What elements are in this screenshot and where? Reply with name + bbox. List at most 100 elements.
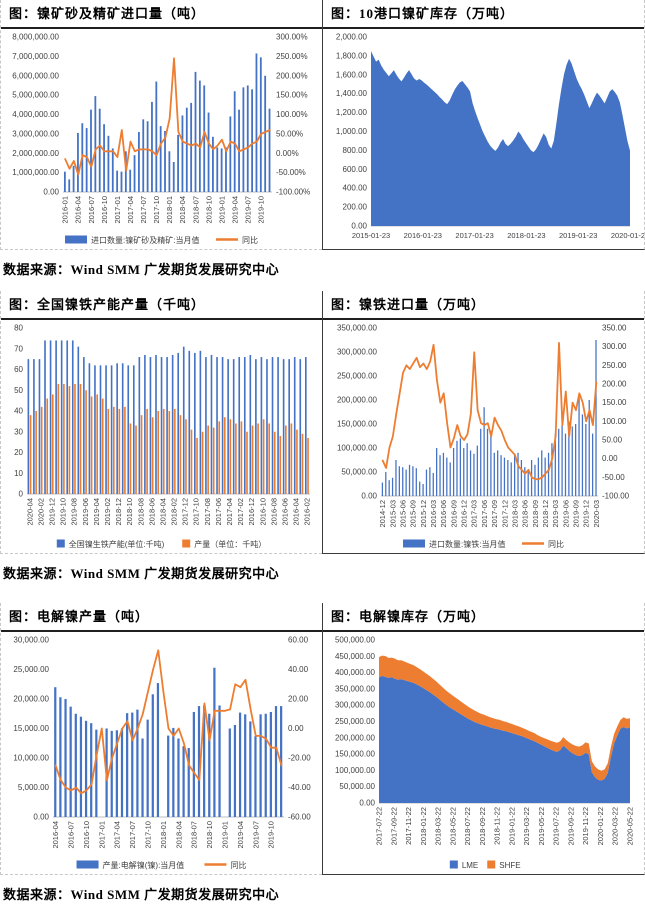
chart-canvas: 0.00 5,000.00 10,000.00 15,000.00 20,000.00 2… xyxy=(1,632,322,873)
svg-text:2015-12: 2015-12 xyxy=(419,500,428,528)
chart-row-2: 图：全国镍铁产能产量（千吨） 0 10 20 30 40 50 60 70 80 2020-04 2… xyxy=(0,291,645,554)
svg-text:2018-10: 2018-10 xyxy=(125,498,134,526)
svg-text:SHFE: SHFE xyxy=(499,861,520,870)
svg-text:2017-09-22: 2017-09-22 xyxy=(389,807,398,845)
svg-text:20.00: 20.00 xyxy=(288,695,309,704)
data-source-line: 数据来源：Wind SMM 广发期货发展研究中心 xyxy=(3,566,280,581)
svg-text:2017-10: 2017-10 xyxy=(192,498,201,526)
svg-text:2014-12: 2014-12 xyxy=(378,500,387,528)
svg-text:2018-06: 2018-06 xyxy=(521,500,530,528)
svg-text:2018-07-22: 2018-07-22 xyxy=(463,807,472,845)
svg-text:250.00: 250.00 xyxy=(602,361,627,370)
svg-text:2019-02: 2019-02 xyxy=(103,498,112,526)
svg-text:2018-09: 2018-09 xyxy=(531,500,540,528)
svg-text:5,000.00: 5,000.00 xyxy=(18,783,50,792)
svg-text:200,000.00: 200,000.00 xyxy=(335,733,376,742)
svg-text:1,200.00: 1,200.00 xyxy=(336,108,368,117)
svg-text:250,000.00: 250,000.00 xyxy=(337,372,378,381)
svg-text:2017-02: 2017-02 xyxy=(236,498,245,526)
svg-text:10,000.00: 10,000.00 xyxy=(13,754,49,763)
svg-text:2017-07-22: 2017-07-22 xyxy=(375,807,384,845)
panel-nickel-ore-imports: 图：镍矿砂及精矿进口量（吨） 0.00 1,000,000.00 2,000,000… xyxy=(0,0,322,250)
svg-text:2019-11-22: 2019-11-22 xyxy=(581,807,590,845)
svg-text:2017-12: 2017-12 xyxy=(181,498,190,526)
svg-text:2020-04: 2020-04 xyxy=(25,498,34,526)
svg-text:2018-04: 2018-04 xyxy=(174,821,183,849)
svg-text:200.00: 200.00 xyxy=(343,203,368,212)
svg-text:20: 20 xyxy=(14,448,23,457)
svg-text:80: 80 xyxy=(14,324,23,333)
svg-text:2017-06: 2017-06 xyxy=(480,500,489,528)
svg-text:2015-09: 2015-09 xyxy=(409,500,418,528)
svg-text:2018-09-22: 2018-09-22 xyxy=(478,807,487,845)
svg-text:2019-01: 2019-01 xyxy=(217,196,226,224)
svg-text:0.00: 0.00 xyxy=(43,188,59,197)
svg-text:2018-10: 2018-10 xyxy=(204,196,213,224)
svg-text:2020-02: 2020-02 xyxy=(36,498,45,526)
panel-refined-nickel-inventory: 图：电解镍库存（万吨） 0.00 50,000.00 100,000.00 150,0… xyxy=(322,603,645,875)
svg-text:50,000.00: 50,000.00 xyxy=(341,468,377,477)
svg-text:250,000.00: 250,000.00 xyxy=(335,717,376,726)
chart-title: 图：电解镍库存（万吨） xyxy=(323,603,644,632)
chart-title: 图：电解镍产量（吨） xyxy=(1,603,322,632)
svg-text:2017-03: 2017-03 xyxy=(470,500,479,528)
svg-text:2019-10: 2019-10 xyxy=(257,196,266,224)
svg-text:-100.00: -100.00 xyxy=(602,492,630,501)
svg-text:2016-02: 2016-02 xyxy=(303,498,312,526)
svg-text:2017-04: 2017-04 xyxy=(113,821,122,849)
svg-text:2019-04: 2019-04 xyxy=(92,498,101,526)
svg-text:2018-12: 2018-12 xyxy=(541,500,550,528)
svg-text:0.00: 0.00 xyxy=(361,492,377,501)
svg-text:-60.00: -60.00 xyxy=(288,813,311,822)
svg-text:800.00: 800.00 xyxy=(343,146,368,155)
svg-text:-50.00: -50.00 xyxy=(602,473,625,482)
svg-text:2019-05-22: 2019-05-22 xyxy=(537,807,546,845)
svg-text:同比: 同比 xyxy=(230,860,246,870)
svg-text:2015-03: 2015-03 xyxy=(388,500,397,528)
svg-text:-20.00: -20.00 xyxy=(288,754,311,763)
svg-text:2018-12: 2018-12 xyxy=(114,498,123,526)
svg-text:进口数量:镍矿砂及精矿:当月值: 进口数量:镍矿砂及精矿:当月值 xyxy=(91,235,199,245)
svg-text:2016-08: 2016-08 xyxy=(269,498,278,526)
chart-canvas: 0.00 50,000.00 100,000.00 150,000.00 200,000… xyxy=(323,632,644,873)
svg-text:2018-07: 2018-07 xyxy=(190,821,199,849)
svg-text:2017-11-22: 2017-11-22 xyxy=(404,807,413,845)
svg-text:2016-12: 2016-12 xyxy=(247,498,256,526)
svg-text:0.00: 0.00 xyxy=(359,799,375,808)
svg-text:2019-07: 2019-07 xyxy=(251,821,260,849)
svg-text:0: 0 xyxy=(19,490,24,499)
svg-text:400,000.00: 400,000.00 xyxy=(335,668,376,677)
svg-text:1,000,000.00: 1,000,000.00 xyxy=(12,168,59,177)
svg-text:-50.00%: -50.00% xyxy=(276,168,306,177)
svg-text:2017-06: 2017-06 xyxy=(214,498,223,526)
svg-text:产量:电解镍(镍):当月值: 产量:电解镍(镍):当月值 xyxy=(103,860,185,870)
svg-text:350,000.00: 350,000.00 xyxy=(337,324,378,333)
svg-text:0.00%: 0.00% xyxy=(276,149,299,158)
svg-text:2017-09: 2017-09 xyxy=(490,500,499,528)
svg-text:2019-03: 2019-03 xyxy=(551,500,560,528)
svg-text:2016-06: 2016-06 xyxy=(439,500,448,528)
svg-text:400.00: 400.00 xyxy=(343,184,368,193)
svg-text:300.00: 300.00 xyxy=(602,342,627,351)
svg-text:2019-12: 2019-12 xyxy=(582,500,591,528)
svg-text:10: 10 xyxy=(14,469,23,478)
svg-text:2019-04: 2019-04 xyxy=(230,196,239,224)
chart-title: 图：全国镍铁产能产量（千吨） xyxy=(1,291,322,320)
svg-text:3,000,000.00: 3,000,000.00 xyxy=(12,129,59,138)
svg-text:2019-01: 2019-01 xyxy=(220,821,229,849)
panel-port-ore-inventory: 图：10港口镍矿库存（万吨） 0.00 200.00 400.00 600.00 800… xyxy=(322,0,645,250)
svg-text:全国镍生铁产能(单位:千吨): 全国镍生铁产能(单位:千吨) xyxy=(69,539,165,549)
svg-text:2019-03-22: 2019-03-22 xyxy=(522,807,531,845)
svg-text:2018-06: 2018-06 xyxy=(147,498,156,526)
svg-text:2018-11-22: 2018-11-22 xyxy=(493,807,502,845)
chart-canvas: 0 10 20 30 40 50 60 70 80 2020-04 2020-02 2019-12 20… xyxy=(1,320,322,552)
svg-text:-40.00: -40.00 xyxy=(288,783,311,792)
svg-text:同比: 同比 xyxy=(548,539,564,549)
svg-text:2019-07-22: 2019-07-22 xyxy=(552,807,561,845)
svg-text:2019-06: 2019-06 xyxy=(81,498,90,526)
svg-text:350.00: 350.00 xyxy=(602,324,627,333)
svg-text:2016-04: 2016-04 xyxy=(292,498,301,526)
svg-text:30: 30 xyxy=(14,427,23,436)
svg-text:LME: LME xyxy=(462,861,478,870)
chart-title: 图：镍铁进口量（万吨） xyxy=(323,291,644,320)
